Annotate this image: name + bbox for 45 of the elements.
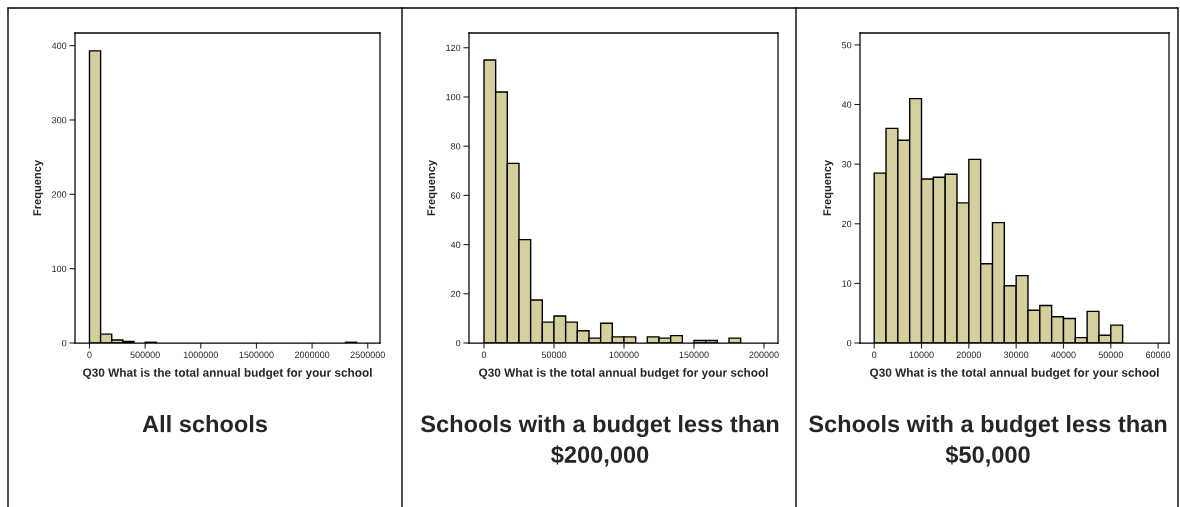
x-tick-label: 100000 (609, 351, 639, 358)
y-axis-title: Frequency (823, 159, 834, 216)
x-tick-label: 0 (87, 351, 92, 358)
text: Schools with a budget less than $50,000 (808, 415, 1167, 467)
y-tick-label: 50 (841, 41, 852, 49)
y-tick-label: 60 (451, 192, 461, 199)
y-tick-label: 30 (841, 161, 852, 168)
x-tick-label: 60000 (1146, 351, 1171, 358)
x-axis-title: Q30 What is the total annual budget for your school (870, 368, 1159, 380)
x-tick-label: 0 (481, 351, 487, 358)
y-tick-label: 80 (451, 143, 461, 150)
y-tick-label: 0 (456, 339, 461, 347)
y-tick-label: 40 (450, 241, 461, 248)
y-tick-label: 0 (62, 339, 67, 347)
x-tick-label: 20000 (956, 351, 982, 358)
y-tick-label: 0 (847, 339, 852, 347)
x-tick-label: 150000 (679, 351, 709, 358)
y-tick-label: 200 (52, 191, 67, 198)
x-tick-label: 30000 (1003, 351, 1029, 358)
y-tick-label: 100 (446, 93, 461, 101)
y-tick-label: 400 (51, 42, 67, 49)
x-tick-label: 0 (872, 351, 877, 358)
x-tick-label: 10000 (909, 351, 934, 358)
y-tick-label: 40 (841, 101, 852, 108)
y-tick-label: 20 (842, 220, 852, 228)
y-tick-label: 10 (842, 280, 852, 287)
x-tick-label: 2500000 (350, 351, 385, 358)
x-tick-label: 1000000 (183, 351, 219, 358)
y-tick-label: 300 (51, 116, 67, 124)
text: All schools (142, 415, 268, 433)
x-axis-title: Q30 What is the total annual budget for your school (479, 368, 768, 380)
y-tick-label: 120 (446, 44, 461, 52)
x-tick-label: 1500000 (239, 351, 274, 358)
y-tick-label: 20 (451, 290, 461, 298)
x-tick-label: 50000 (1098, 351, 1123, 358)
x-axis-title: Q30 What is the total annual budget for your school (83, 368, 372, 380)
x-tick-label: 40000 (1051, 351, 1076, 358)
y-axis-title: Frequency (427, 159, 438, 216)
x-tick-label: 200000 (749, 351, 779, 358)
text: Schools with a budget less than $200,000 (420, 415, 779, 467)
y-axis-title: Frequency (33, 159, 44, 216)
x-tick-label: 50000 (541, 351, 567, 358)
x-tick-label: 2000000 (294, 351, 330, 358)
x-tick-label: 500000 (130, 351, 160, 358)
y-tick-label: 100 (52, 265, 67, 273)
